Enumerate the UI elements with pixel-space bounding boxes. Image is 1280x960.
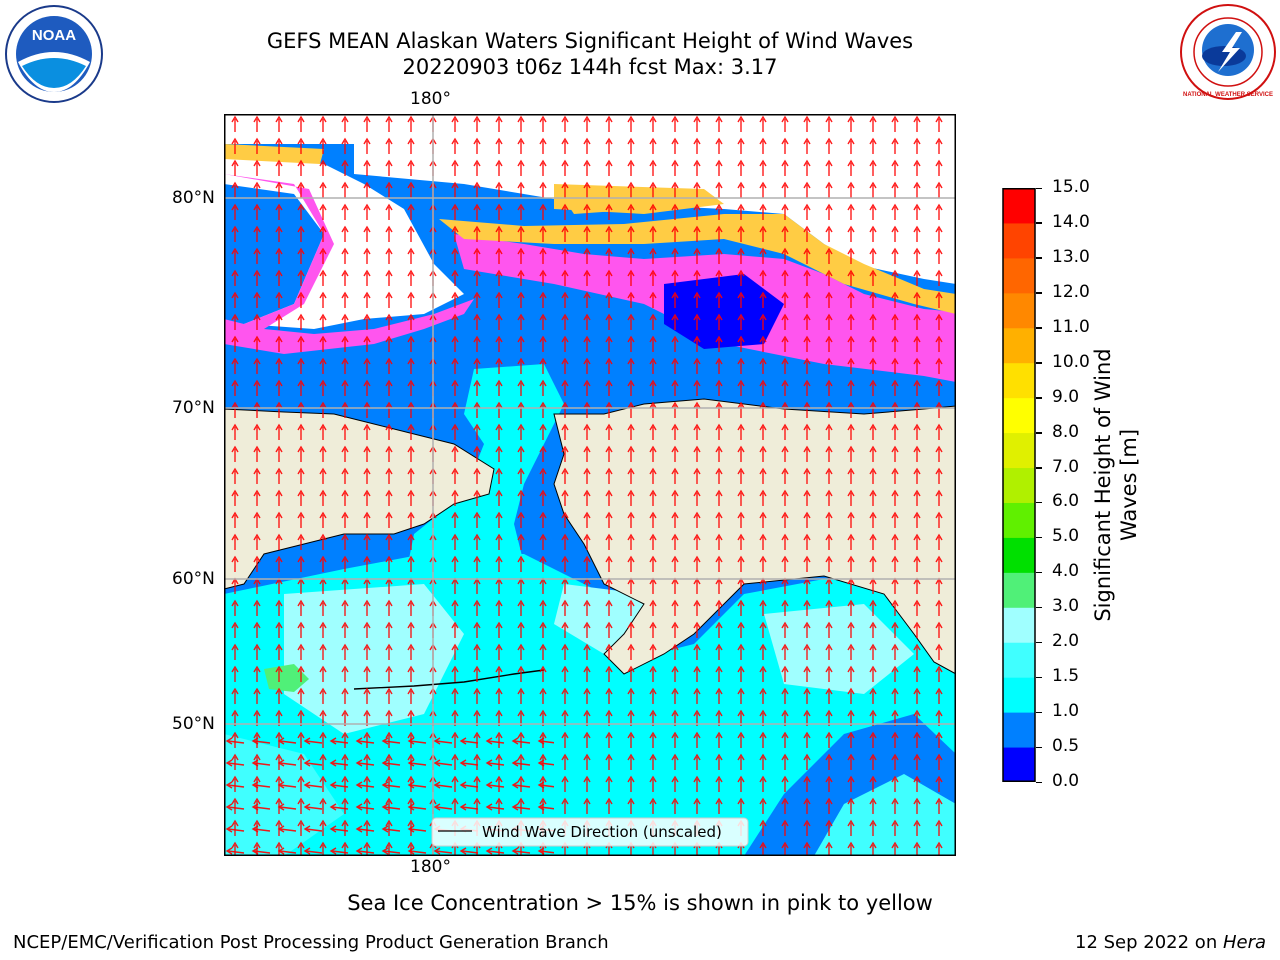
colorbar-band bbox=[1003, 397, 1035, 434]
colorbar-tick-label: 4.0 bbox=[1052, 561, 1080, 582]
map-legend: Wind Wave Direction (unscaled) bbox=[431, 817, 749, 847]
colorbar-tick-label: 0.5 bbox=[1052, 736, 1080, 757]
colorbar-band bbox=[1003, 607, 1035, 643]
lat-label-70n: 70°N bbox=[172, 398, 215, 418]
wind-wave-arrows bbox=[224, 114, 956, 856]
colorbar-band bbox=[1003, 327, 1035, 364]
colorbar-band bbox=[1003, 747, 1035, 782]
colorbar-tick-label: 7.0 bbox=[1052, 456, 1080, 477]
colorbar-label-line-2: Waves [m] bbox=[1117, 428, 1141, 542]
title-line-2: 20220903 t06z 144h fcst Max: 3.17 bbox=[402, 55, 778, 79]
colorbar-band bbox=[1003, 292, 1035, 329]
colorbar-tick-mark bbox=[1036, 257, 1042, 259]
colorbar-tick-label: 14.0 bbox=[1052, 211, 1090, 232]
colorbar-tick-mark bbox=[1036, 432, 1042, 434]
colorbar-tick-mark bbox=[1036, 327, 1042, 329]
legend-label: Wind Wave Direction (unscaled) bbox=[482, 823, 722, 841]
colorbar-tick-mark bbox=[1036, 536, 1042, 539]
colorbar-tick-label: 10.0 bbox=[1052, 351, 1090, 372]
colorbar-band bbox=[1003, 677, 1035, 713]
colorbar-tick-label: 12.0 bbox=[1052, 281, 1090, 302]
map-frame bbox=[224, 114, 956, 856]
colorbar-band bbox=[1003, 572, 1035, 608]
colorbar-band bbox=[1003, 467, 1035, 503]
colorbar-band bbox=[1003, 362, 1035, 399]
colorbar-tick-mark bbox=[1036, 606, 1042, 609]
colorbar-tick-label: 6.0 bbox=[1052, 491, 1080, 512]
colorbar-band bbox=[1003, 712, 1035, 748]
colorbar-tick-mark bbox=[1036, 467, 1042, 469]
colorbar-tick-label: 0.0 bbox=[1052, 771, 1080, 791]
footer-date-text: 12 Sep 2022 on bbox=[1075, 932, 1223, 953]
map-panel: Wind Wave Direction (unscaled) bbox=[224, 114, 956, 856]
colorbar-band bbox=[1003, 432, 1035, 469]
colorbar-tick-mark bbox=[1036, 746, 1042, 749]
colorbar-band bbox=[1003, 257, 1035, 294]
colorbar-tick-label: 5.0 bbox=[1052, 526, 1080, 547]
lat-label-80n: 80°N bbox=[172, 188, 215, 208]
lat-label-60n: 60°N bbox=[172, 569, 215, 589]
colorbar-tick-label: 1.0 bbox=[1052, 701, 1080, 722]
colorbar-band bbox=[1003, 188, 1035, 224]
nws-logo: NATIONAL WEATHER SERVICE bbox=[1180, 4, 1276, 100]
lon-label-bottom: 180° bbox=[410, 857, 451, 877]
colorbar-tick-label: 2.0 bbox=[1052, 631, 1080, 652]
colorbar-tick-mark bbox=[1036, 222, 1042, 224]
colorbar-band bbox=[1003, 222, 1035, 259]
colorbar-tick-label: 8.0 bbox=[1052, 421, 1080, 442]
lon-label-top: 180° bbox=[410, 89, 451, 109]
colorbar-label-line-1: Significant Height of Wind bbox=[1091, 348, 1115, 622]
colorbar-tick-label: 9.0 bbox=[1052, 386, 1080, 407]
colorbar-tick-mark bbox=[1036, 781, 1042, 783]
colorbar-tick-label: 3.0 bbox=[1052, 596, 1080, 617]
colorbar-band bbox=[1003, 502, 1035, 538]
colorbar-tick-label: 15.0 bbox=[1052, 177, 1090, 197]
title-line-1: GEFS MEAN Alaskan Waters Significant Hei… bbox=[266, 29, 914, 53]
colorbar-tick-mark bbox=[1036, 571, 1042, 574]
colorbar-band bbox=[1003, 642, 1035, 678]
colorbar-tick-label: 13.0 bbox=[1052, 246, 1090, 267]
colorbar-tick-label: 1.5 bbox=[1052, 666, 1080, 687]
colorbar-tick-mark bbox=[1036, 187, 1042, 189]
colorbar-tick-mark bbox=[1036, 711, 1042, 714]
footer-date: 12 Sep 2022 on Hera bbox=[1075, 932, 1266, 953]
colorbar-tick-mark bbox=[1036, 292, 1042, 294]
sea-ice-caption: Sea Ice Concentration > 15% is shown in … bbox=[347, 891, 933, 915]
colorbar bbox=[1002, 188, 1036, 782]
colorbar-tick-mark bbox=[1036, 641, 1042, 644]
colorbar-tick-mark bbox=[1036, 397, 1042, 399]
colorbar-tick-mark bbox=[1036, 362, 1042, 364]
footer-host: Hera bbox=[1222, 932, 1266, 953]
noaa-logo: NOAA bbox=[5, 5, 103, 103]
colorbar-tick-mark bbox=[1036, 501, 1042, 504]
colorbar-tick-mark bbox=[1036, 676, 1042, 679]
svg-text:NOAA: NOAA bbox=[32, 27, 76, 44]
colorbar-band bbox=[1003, 537, 1035, 573]
footer-branch: NCEP/EMC/Verification Post Processing Pr… bbox=[13, 932, 609, 953]
svg-text:NATIONAL WEATHER SERVICE: NATIONAL WEATHER SERVICE bbox=[1183, 92, 1273, 98]
lat-label-50n: 50°N bbox=[172, 714, 215, 734]
colorbar-tick-label: 11.0 bbox=[1052, 316, 1090, 337]
